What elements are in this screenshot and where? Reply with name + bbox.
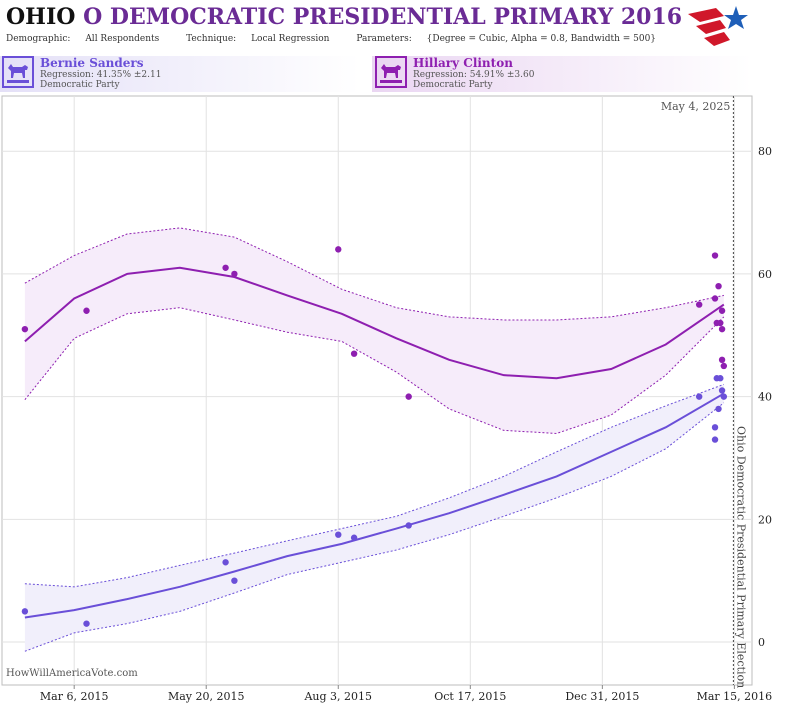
title-state: OHIO <box>6 4 76 30</box>
data-point <box>231 577 238 584</box>
data-point <box>715 282 722 290</box>
data-point <box>718 387 726 394</box>
confidence-band <box>24 227 724 434</box>
data-point <box>21 325 29 333</box>
data-point <box>720 362 728 370</box>
data-point <box>335 531 342 538</box>
data-point <box>711 436 719 443</box>
candidate-card-clinton: Hillary Clinton Regression: 54.91% ±3.60… <box>375 56 735 92</box>
trend-line <box>24 392 725 619</box>
election-label: Ohio Democratic Presidential Primary Ele… <box>734 426 747 688</box>
candidate-party: Democratic Party <box>40 80 120 90</box>
today-label: May 4, 2025 <box>661 100 731 113</box>
flag-star-logo-icon <box>688 6 748 46</box>
candidate-name: Hillary Clinton <box>413 56 513 70</box>
page-title: OHIO O DEMOCRATIC PRESIDENTIAL PRIMARY 2… <box>6 4 682 30</box>
data-point <box>720 393 728 400</box>
data-point <box>350 350 358 357</box>
donkey-icon <box>2 56 34 88</box>
site-watermark: HowWillAmericaVote.com <box>6 668 138 679</box>
candidate-party: Democratic Party <box>413 80 493 90</box>
data-point <box>83 307 90 314</box>
x-tick-label: May 20, 2015 <box>168 690 245 703</box>
data-point <box>718 356 726 364</box>
y-tick-label: 20 <box>758 513 772 526</box>
x-tick-label: Mar 6, 2015 <box>40 690 109 703</box>
lower-bound-line <box>24 307 725 434</box>
confidence-band <box>24 384 724 652</box>
candidate-name: Bernie Sanders <box>40 56 144 70</box>
upper-bound-line <box>24 383 725 588</box>
upper-bound-line <box>24 227 724 321</box>
candidate-regression: Regression: 54.91% ±3.60 <box>413 70 535 80</box>
data-point <box>222 264 229 271</box>
data-point <box>83 620 90 627</box>
data-point <box>405 522 412 529</box>
data-point <box>717 375 724 382</box>
data-point <box>222 559 229 566</box>
donkey-icon <box>375 56 407 88</box>
data-point <box>718 307 726 314</box>
demographic-info: Demographic: All Respondents <box>6 34 160 44</box>
candidate-band-sanders <box>0 56 360 92</box>
lower-bound-line <box>24 402 725 652</box>
parameters-line: Demographic: All Respondents Technique: … <box>6 34 680 44</box>
data-point <box>405 393 412 400</box>
data-point <box>231 270 238 278</box>
data-point <box>695 393 703 400</box>
technique-info: Technique: Local Regression <box>186 34 330 44</box>
title-rest: O DEMOCRATIC PRESIDENTIAL PRIMARY 2016 <box>83 4 683 30</box>
data-point <box>695 301 703 308</box>
candidate-regression: Regression: 41.35% ±2.11 <box>40 70 162 80</box>
y-tick-label: 40 <box>758 391 772 404</box>
data-point <box>350 534 358 541</box>
data-point <box>715 405 722 413</box>
y-tick-label: 60 <box>758 268 772 281</box>
data-point <box>718 325 726 333</box>
x-tick-label: Oct 17, 2015 <box>434 690 506 703</box>
data-point <box>711 295 719 302</box>
data-point <box>711 424 719 431</box>
data-point <box>21 608 29 615</box>
x-tick-label: Aug 3, 2015 <box>303 690 372 703</box>
x-tick-label: Dec 31, 2015 <box>565 690 639 703</box>
data-point <box>711 252 719 259</box>
x-tick-label: Mar 15, 2016 <box>697 690 773 703</box>
parameters-info: Parameters: {Degree = Cubic, Alpha = 0.8… <box>356 34 657 44</box>
y-tick-label: 80 <box>758 145 772 158</box>
y-tick-label: 0 <box>758 636 765 649</box>
data-point <box>717 319 724 327</box>
data-point <box>335 246 342 253</box>
candidate-band-clinton <box>372 56 752 92</box>
trend-line <box>24 266 725 380</box>
candidate-card-sanders: Bernie Sanders Regression: 41.35% ±2.11 … <box>2 56 342 92</box>
